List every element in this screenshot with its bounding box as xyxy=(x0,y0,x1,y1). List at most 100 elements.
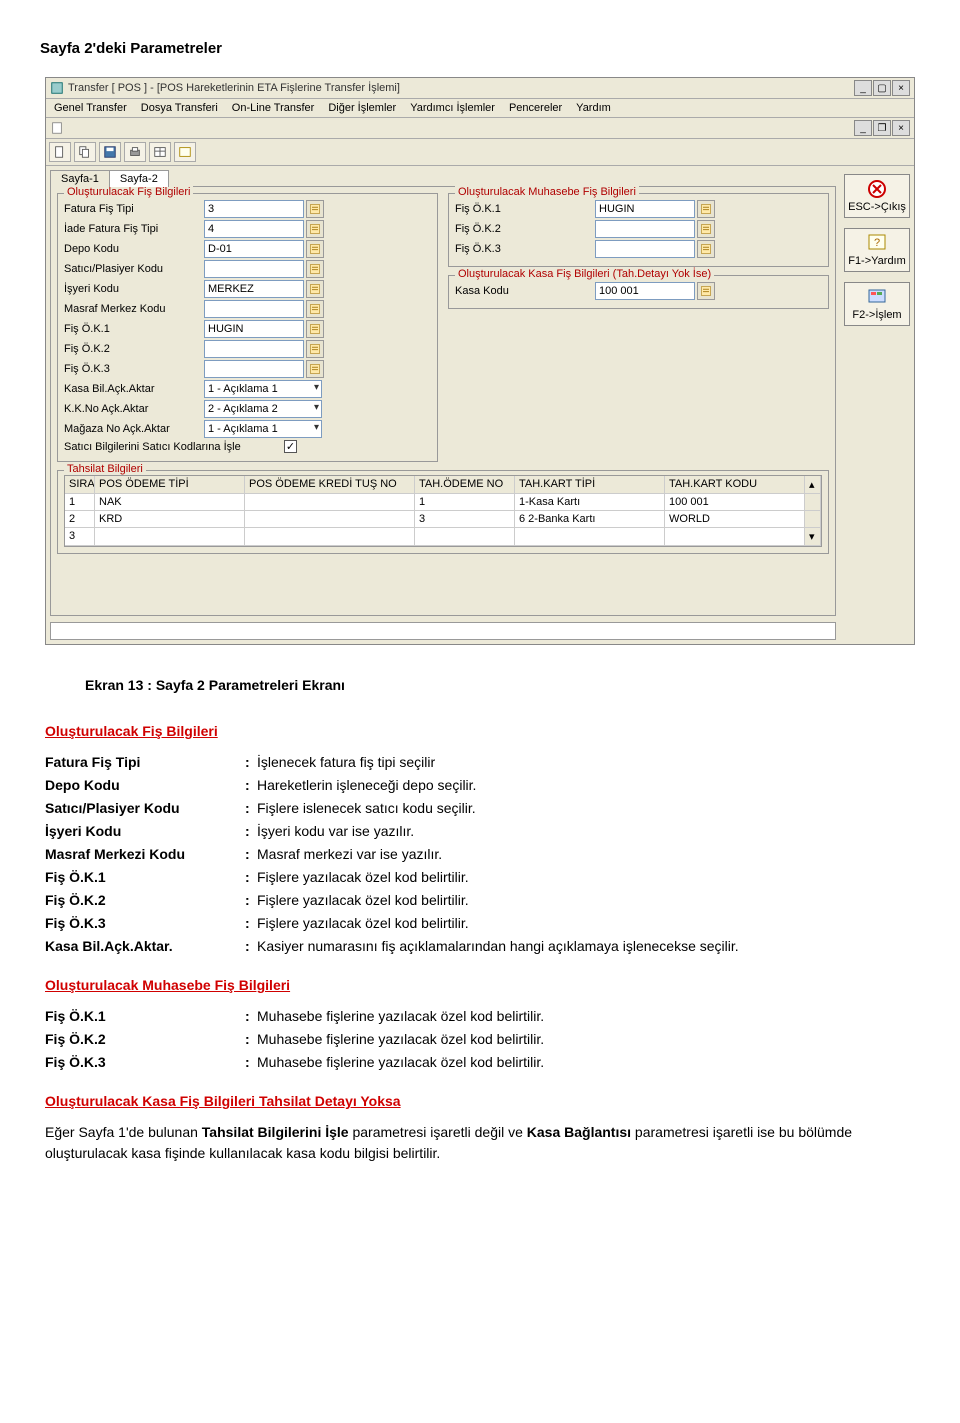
btn-f1[interactable]: ? F1->Yardım xyxy=(844,228,910,272)
fis-field[interactable]: MERKEZ xyxy=(204,280,304,298)
fis-field[interactable]: HUGIN xyxy=(204,320,304,338)
maximize-button[interactable]: ▢ xyxy=(873,80,891,96)
mdi-restore-button[interactable]: ❐ xyxy=(873,120,891,136)
def-row: Fatura Fiş Tipi:İşlenecek fatura fiş tip… xyxy=(45,752,915,773)
tool-copy-icon[interactable] xyxy=(74,142,96,162)
grid-scroll-down[interactable]: ▾ xyxy=(805,528,821,545)
def-desc: Muhasebe fişlerine yazılacak özel kod be… xyxy=(257,1052,915,1073)
fis-field[interactable] xyxy=(204,300,304,318)
menu-online[interactable]: On-Line Transfer xyxy=(232,102,315,114)
muh-field[interactable]: HUGIN xyxy=(595,200,695,218)
def-colon: : xyxy=(245,890,257,911)
def-colon: : xyxy=(245,1006,257,1027)
lookup-icon[interactable] xyxy=(306,200,324,218)
tab-sayfa1[interactable]: Sayfa-1 xyxy=(50,170,110,187)
sec3-header: Oluşturulacak Kasa Fiş Bilgileri Tahsila… xyxy=(45,1091,915,1112)
table-row[interactable]: 3▾ xyxy=(65,528,821,546)
lookup-icon[interactable] xyxy=(306,260,324,278)
fis-field[interactable]: D-01 xyxy=(204,240,304,258)
grid-scroll-up[interactable]: ▴ xyxy=(805,476,821,493)
lookup-icon[interactable] xyxy=(306,340,324,358)
check-satici[interactable]: ✓ xyxy=(284,440,297,453)
mdi-close-button[interactable]: × xyxy=(892,120,910,136)
def-colon: : xyxy=(245,844,257,865)
def-colon: : xyxy=(245,798,257,819)
fis-field[interactable]: 3 xyxy=(204,200,304,218)
close-button[interactable]: × xyxy=(892,80,910,96)
tab-body: Oluşturulacak Fiş Bilgileri Fatura Fiş T… xyxy=(50,186,836,616)
sec3-paragraph: Eğer Sayfa 1'de bulunan Tahsilat Bilgile… xyxy=(45,1122,915,1164)
minimize-button[interactable]: _ xyxy=(854,80,872,96)
lookup-icon[interactable] xyxy=(697,240,715,258)
menu-yardim[interactable]: Yardım xyxy=(576,102,611,114)
fis-field[interactable] xyxy=(204,260,304,278)
sec2-header: Oluşturulacak Muhasebe Fiş Bilgileri xyxy=(45,975,915,996)
def-row: Fiş Ö.K.3:Fişlere yazılacak özel kod bel… xyxy=(45,913,915,934)
fis-row: Fiş Ö.K.3 xyxy=(64,360,431,378)
menu-yardimci[interactable]: Yardımcı İşlemler xyxy=(410,102,495,114)
help-icon: ? xyxy=(865,233,889,253)
fis-combo[interactable]: 2 - Açıklama 2 xyxy=(204,400,322,418)
menu-diger[interactable]: Diğer İşlemler xyxy=(328,102,396,114)
fis-label: Fiş Ö.K.1 xyxy=(64,323,204,335)
btn-f2[interactable]: F2->İşlem xyxy=(844,282,910,326)
mdi-minimize-button[interactable]: _ xyxy=(854,120,872,136)
def-term: Satıcı/Plasiyer Kodu xyxy=(45,798,245,819)
lookup-icon[interactable] xyxy=(306,300,324,318)
lookup-icon[interactable] xyxy=(306,360,324,378)
toolbar xyxy=(46,139,914,166)
tool-save-icon[interactable] xyxy=(99,142,121,162)
lookup-icon[interactable] xyxy=(306,240,324,258)
status-strip xyxy=(50,622,836,640)
fis-field[interactable] xyxy=(204,360,304,378)
btn-esc[interactable]: ESC->Çıkış xyxy=(844,174,910,218)
kasa-label: Kasa Kodu xyxy=(455,285,595,297)
def-term: Fatura Fiş Tipi xyxy=(45,752,245,773)
tahsilat-grid[interactable]: SIRA POS ÖDEME TİPİ POS ÖDEME KREDİ TUŞ … xyxy=(64,475,822,547)
def-term: Masraf Merkezi Kodu xyxy=(45,844,245,865)
window-title: Transfer [ POS ] - [POS Hareketlerinin E… xyxy=(68,82,853,94)
fis-combo[interactable]: 1 - Açıklama 1 xyxy=(204,420,322,438)
fis-row: Depo KoduD-01 xyxy=(64,240,431,258)
def-row: Satıcı/Plasiyer Kodu:Fişlere islenecek s… xyxy=(45,798,915,819)
lookup-icon[interactable] xyxy=(306,320,324,338)
tab-strip: Sayfa-1 Sayfa-2 xyxy=(50,170,836,187)
muh-field[interactable] xyxy=(595,240,695,258)
menu-dosya[interactable]: Dosya Transferi xyxy=(141,102,218,114)
sec1-header: Oluşturulacak Fiş Bilgileri xyxy=(45,721,915,742)
tab-sayfa2[interactable]: Sayfa-2 xyxy=(109,170,169,187)
tool-new-icon[interactable] xyxy=(49,142,71,162)
lookup-icon[interactable] xyxy=(306,220,324,238)
sec3-p2: parametresi işaretli değil ve xyxy=(349,1124,527,1140)
table-cell: WORLD xyxy=(665,511,805,527)
grid-header: SIRA POS ÖDEME TİPİ POS ÖDEME KREDİ TUŞ … xyxy=(65,476,821,494)
fis-label: Depo Kodu xyxy=(64,243,204,255)
lookup-icon[interactable] xyxy=(697,200,715,218)
check-satici-label: Satıcı Bilgilerini Satıcı Kodlarına İşle xyxy=(64,441,284,453)
sec2-defs: Fiş Ö.K.1:Muhasebe fişlerine yazılacak ö… xyxy=(45,1006,915,1073)
table-row[interactable]: 2KRD36 2-Banka KartıWORLD xyxy=(65,511,821,528)
fis-combo[interactable]: 1 - Açıklama 1 xyxy=(204,380,322,398)
tool-print-icon[interactable] xyxy=(124,142,146,162)
def-row: Masraf Merkezi Kodu:Masraf merkezi var i… xyxy=(45,844,915,865)
lookup-icon[interactable] xyxy=(697,282,715,300)
fis-field[interactable]: 4 xyxy=(204,220,304,238)
fis-combo-label: K.K.No Açk.Aktar xyxy=(64,403,204,415)
side-buttons: ESC->Çıkış ? F1->Yardım F2->İşlem xyxy=(844,170,910,640)
tool-grid-icon[interactable] xyxy=(149,142,171,162)
doc-section: Ekran 13 : Sayfa 2 Parametreleri Ekranı … xyxy=(45,675,915,1164)
table-cell xyxy=(665,528,805,545)
menu-genel[interactable]: Genel Transfer xyxy=(54,102,127,114)
tool-lookup-icon[interactable] xyxy=(174,142,196,162)
table-cell xyxy=(245,494,415,510)
lookup-icon[interactable] xyxy=(306,280,324,298)
table-row[interactable]: 1NAK11-Kasa Kartı100 001 xyxy=(65,494,821,511)
muh-row: Fiş Ö.K.3 xyxy=(455,240,822,258)
menu-pencereler[interactable]: Pencereler xyxy=(509,102,562,114)
lookup-icon[interactable] xyxy=(697,220,715,238)
muh-field[interactable] xyxy=(595,220,695,238)
sec3-b1: Tahsilat Bilgilerini İşle xyxy=(202,1124,349,1140)
btn-f1-label: F1->Yardım xyxy=(848,255,906,267)
fis-field[interactable] xyxy=(204,340,304,358)
kasa-field[interactable]: 100 001 xyxy=(595,282,695,300)
